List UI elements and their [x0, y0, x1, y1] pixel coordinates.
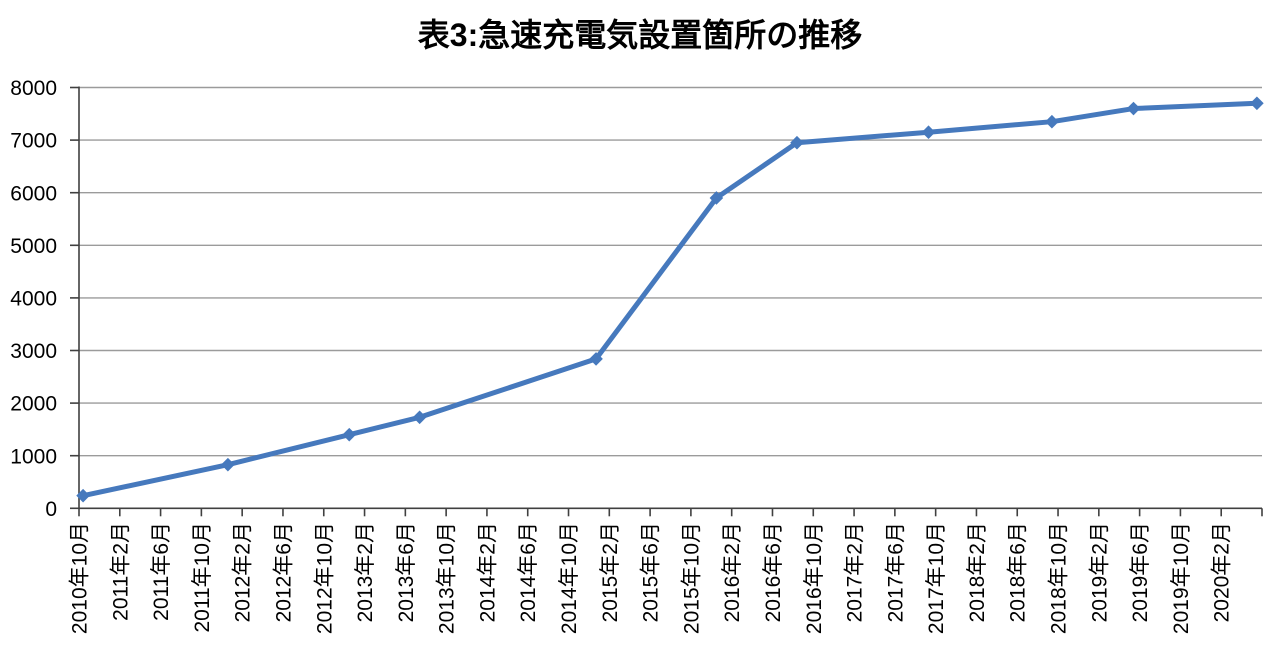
x-axis-tick-label: 2015年10月 [680, 522, 703, 634]
x-axis-tick-label: 2014年10月 [558, 522, 581, 634]
y-axis-tick-label: 7000 [10, 130, 57, 153]
y-axis-tick-label: 8000 [10, 77, 57, 100]
y-axis-tick-label: 4000 [10, 287, 57, 310]
x-axis-tick-label: 2016年6月 [762, 522, 785, 622]
data-point-marker [412, 410, 427, 425]
y-axis-tick-label: 0 [45, 498, 57, 521]
data-point-marker [76, 488, 90, 503]
data-point-marker [1250, 96, 1264, 111]
x-axis-tick-label: 2018年10月 [1048, 522, 1071, 634]
x-axis-tick-label: 2017年2月 [844, 522, 867, 622]
y-axis-tick-label: 6000 [10, 182, 57, 205]
chart-title: 表3:急速充電気設置箇所の推移 [417, 17, 863, 53]
y-axis-tick-label: 2000 [10, 393, 57, 416]
x-axis-tick-label: 2016年10月 [803, 522, 826, 634]
data-point-marker [1045, 114, 1059, 129]
x-axis-tick-label: 2016年2月 [721, 522, 744, 622]
x-axis-tick-label: 2013年6月 [395, 522, 418, 622]
x-axis-tick-label: 2010年10月 [69, 522, 92, 634]
x-axis-tick-label: 2017年10月 [925, 522, 948, 634]
data-series-line [80, 100, 1260, 499]
x-axis-tick-label: 2012年2月 [232, 522, 255, 622]
x-axis-tick-label: 2018年6月 [1007, 522, 1030, 622]
x-axis-tick-label: 2011年2月 [109, 522, 132, 621]
x-axis-tick-label: 2019年6月 [1129, 522, 1152, 622]
y-axis-tick-label: 1000 [10, 445, 57, 468]
x-axis-tick-label: 2015年6月 [640, 522, 663, 622]
x-axis-tick-label: 2014年6月 [517, 522, 540, 622]
y-axis-tick-label: 5000 [10, 235, 57, 258]
x-axis-tick-label: 2017年6月 [884, 522, 907, 622]
data-point-marker [709, 191, 724, 205]
data-point-marker [921, 125, 936, 140]
data-point-marker [221, 457, 235, 472]
x-axis-tick-label: 2020年2月 [1211, 522, 1234, 622]
data-point-marker [589, 352, 603, 366]
x-axis-tick-label: 2011年10月 [191, 522, 214, 633]
x-axis-tick-label: 2011年6月 [150, 522, 173, 621]
x-axis-tick-label: 2013年2月 [354, 522, 377, 622]
x-axis-tick-label: 2012年10月 [313, 522, 336, 634]
x-axis-tick-label: 2019年2月 [1088, 522, 1111, 622]
data-point-marker [342, 427, 357, 442]
y-axis-tick-label: 3000 [10, 340, 57, 363]
x-axis-tick-label: 2018年2月 [966, 522, 989, 622]
data-point-marker [1126, 101, 1141, 116]
x-axis-tick-label: 2019年10月 [1170, 522, 1193, 634]
data-point-marker [790, 135, 804, 150]
x-axis-tick-label: 2012年6月 [272, 522, 295, 622]
x-axis-tick-label: 2015年2月 [599, 522, 622, 622]
x-axis-tick-label: 2013年10月 [436, 522, 459, 634]
x-axis-tick-label: 2014年2月 [476, 522, 499, 622]
